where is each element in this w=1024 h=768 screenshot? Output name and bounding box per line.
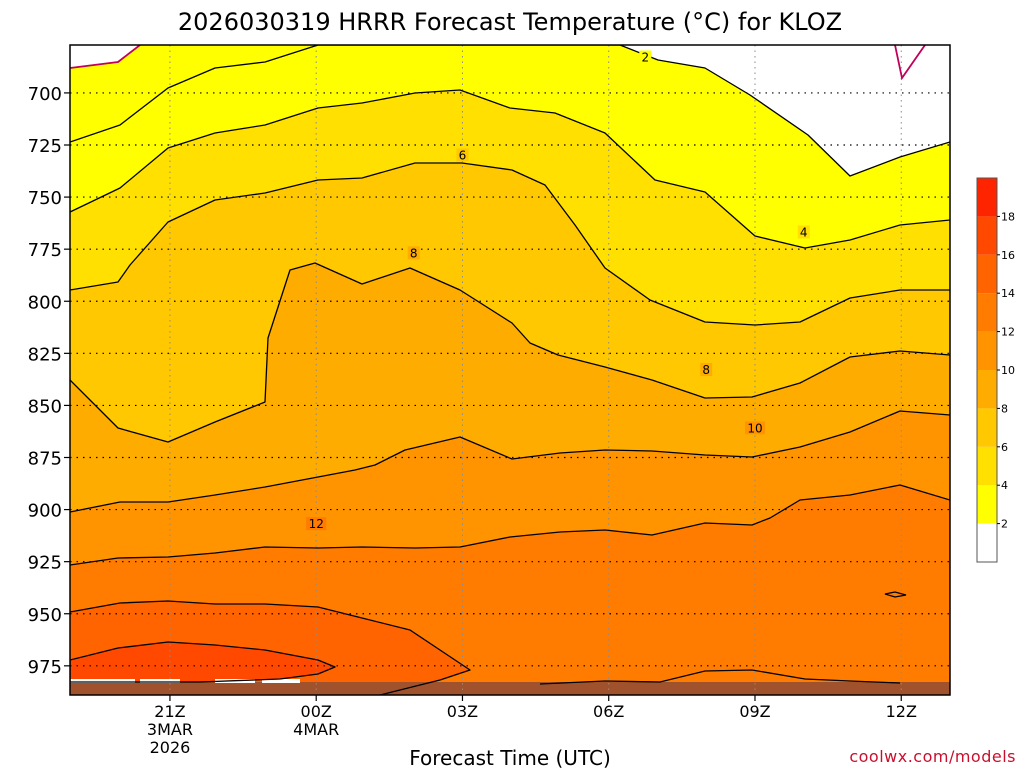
surface-dash (140, 679, 180, 683)
contour-4c (70, 89, 950, 249)
contour-14c-surface (539, 669, 901, 685)
temperature-fill-layer (70, 45, 950, 695)
legend-label: 12 (1001, 326, 1015, 339)
x-axis-title: Forecast Time (UTC) (409, 746, 611, 768)
contour-label-bg (306, 517, 327, 531)
legend-swatch-14-16 (977, 254, 997, 294)
contour-2c (70, 45, 950, 177)
fill-band-0-2c (620, 45, 950, 176)
legend-label: 10 (1001, 364, 1015, 377)
contour-label-bg (639, 50, 652, 64)
fill-band-0-2c (70, 45, 140, 68)
y-tick-label: 875 (28, 449, 62, 470)
y-tick-label: 950 (28, 605, 62, 626)
y-tick-label: 700 (28, 84, 62, 105)
contour-label-bg (744, 421, 765, 435)
legend-swatch-8-10 (977, 370, 997, 409)
legend-label: 14 (1001, 287, 1015, 300)
contour-label-bg (797, 225, 810, 239)
contour-12c (70, 484, 950, 566)
legend-swatch-10-12 (977, 331, 997, 370)
grid-layer (70, 45, 950, 695)
contour-16c (70, 641, 336, 683)
color-legend: 2 4 6 8 10 12 14 16 18 (976, 177, 1015, 563)
x-tick-label: 21Z (154, 702, 185, 721)
legend-swatch-6-8 (977, 408, 997, 447)
contour-14c (70, 600, 471, 695)
contour-label-10: 10 (747, 421, 762, 435)
x-tick-label: 00Z (301, 702, 332, 721)
contour-label-4: 4 (800, 226, 808, 240)
contour-0c (70, 45, 141, 69)
legend-label: 16 (1001, 249, 1015, 262)
y-tick-label: 725 (28, 136, 62, 157)
contour-10c (70, 410, 950, 513)
y-tick-label: 750 (28, 188, 62, 209)
legend-swatch-12-14 (977, 293, 997, 332)
contour-label-8: 8 (702, 363, 710, 377)
contour-label-bg (456, 148, 469, 162)
credit-link[interactable]: coolwx.com/models (849, 747, 1016, 766)
x-tick-label: 2026 (150, 738, 191, 757)
contour-label-2: 2 (641, 51, 649, 65)
contour-layer (70, 45, 950, 695)
legend-swatch-16-18 (977, 216, 997, 255)
legend-swatch-2-4 (977, 485, 997, 524)
legend-label: 6 (1001, 441, 1008, 454)
y-tick-label: 800 (28, 292, 62, 313)
ground-band (70, 682, 950, 695)
surface-dash (262, 679, 300, 683)
y-tick-label: 850 (28, 396, 62, 417)
contour-label-6: 6 (459, 148, 467, 162)
legend-label: 2 (1001, 518, 1008, 531)
y-tick-label: 775 (28, 240, 62, 261)
contour-label-8: 8 (410, 246, 418, 260)
fill-band-16-18c (70, 642, 335, 682)
legend-label: 8 (1001, 402, 1008, 415)
y-tick-label: 925 (28, 553, 62, 574)
legend-label: 4 (1001, 479, 1008, 492)
x-tick-label: 09Z (739, 702, 770, 721)
contour-8c (70, 262, 950, 443)
chart-title: 2026030319 HRRR Forecast Temperature (°C… (178, 8, 842, 36)
legend-label: 18 (1001, 210, 1015, 223)
x-tick-label: 03Z (447, 702, 478, 721)
contour-label-12: 12 (309, 517, 324, 531)
legend-swatch-0-2 (977, 523, 997, 562)
contour-0c-right (894, 45, 926, 81)
y-tick-label: 825 (28, 344, 62, 365)
contour-label-bg (700, 363, 713, 376)
contour-label-layer: 2 4 6 8 8 10 12 (306, 50, 810, 531)
contour-label-bg (407, 246, 420, 260)
y-tick-label: 975 (28, 657, 62, 678)
legend-swatch-4-6 (977, 446, 997, 486)
x-tick-label: 06Z (593, 702, 624, 721)
x-tick-label: 12Z (886, 702, 917, 721)
surface-dash (70, 679, 135, 683)
contour-6c (70, 162, 950, 326)
plot-frame (69, 44, 951, 696)
y-axis: 700 725 750 775 800 825 850 875 900 925 950 975 (28, 84, 70, 678)
x-tick-label: 3MAR (147, 720, 193, 739)
contour-14c-loop (884, 591, 907, 598)
legend-swatch-18-20 (977, 178, 997, 217)
y-tick-label: 900 (28, 501, 62, 522)
x-tick-label: 4MAR (293, 720, 339, 739)
